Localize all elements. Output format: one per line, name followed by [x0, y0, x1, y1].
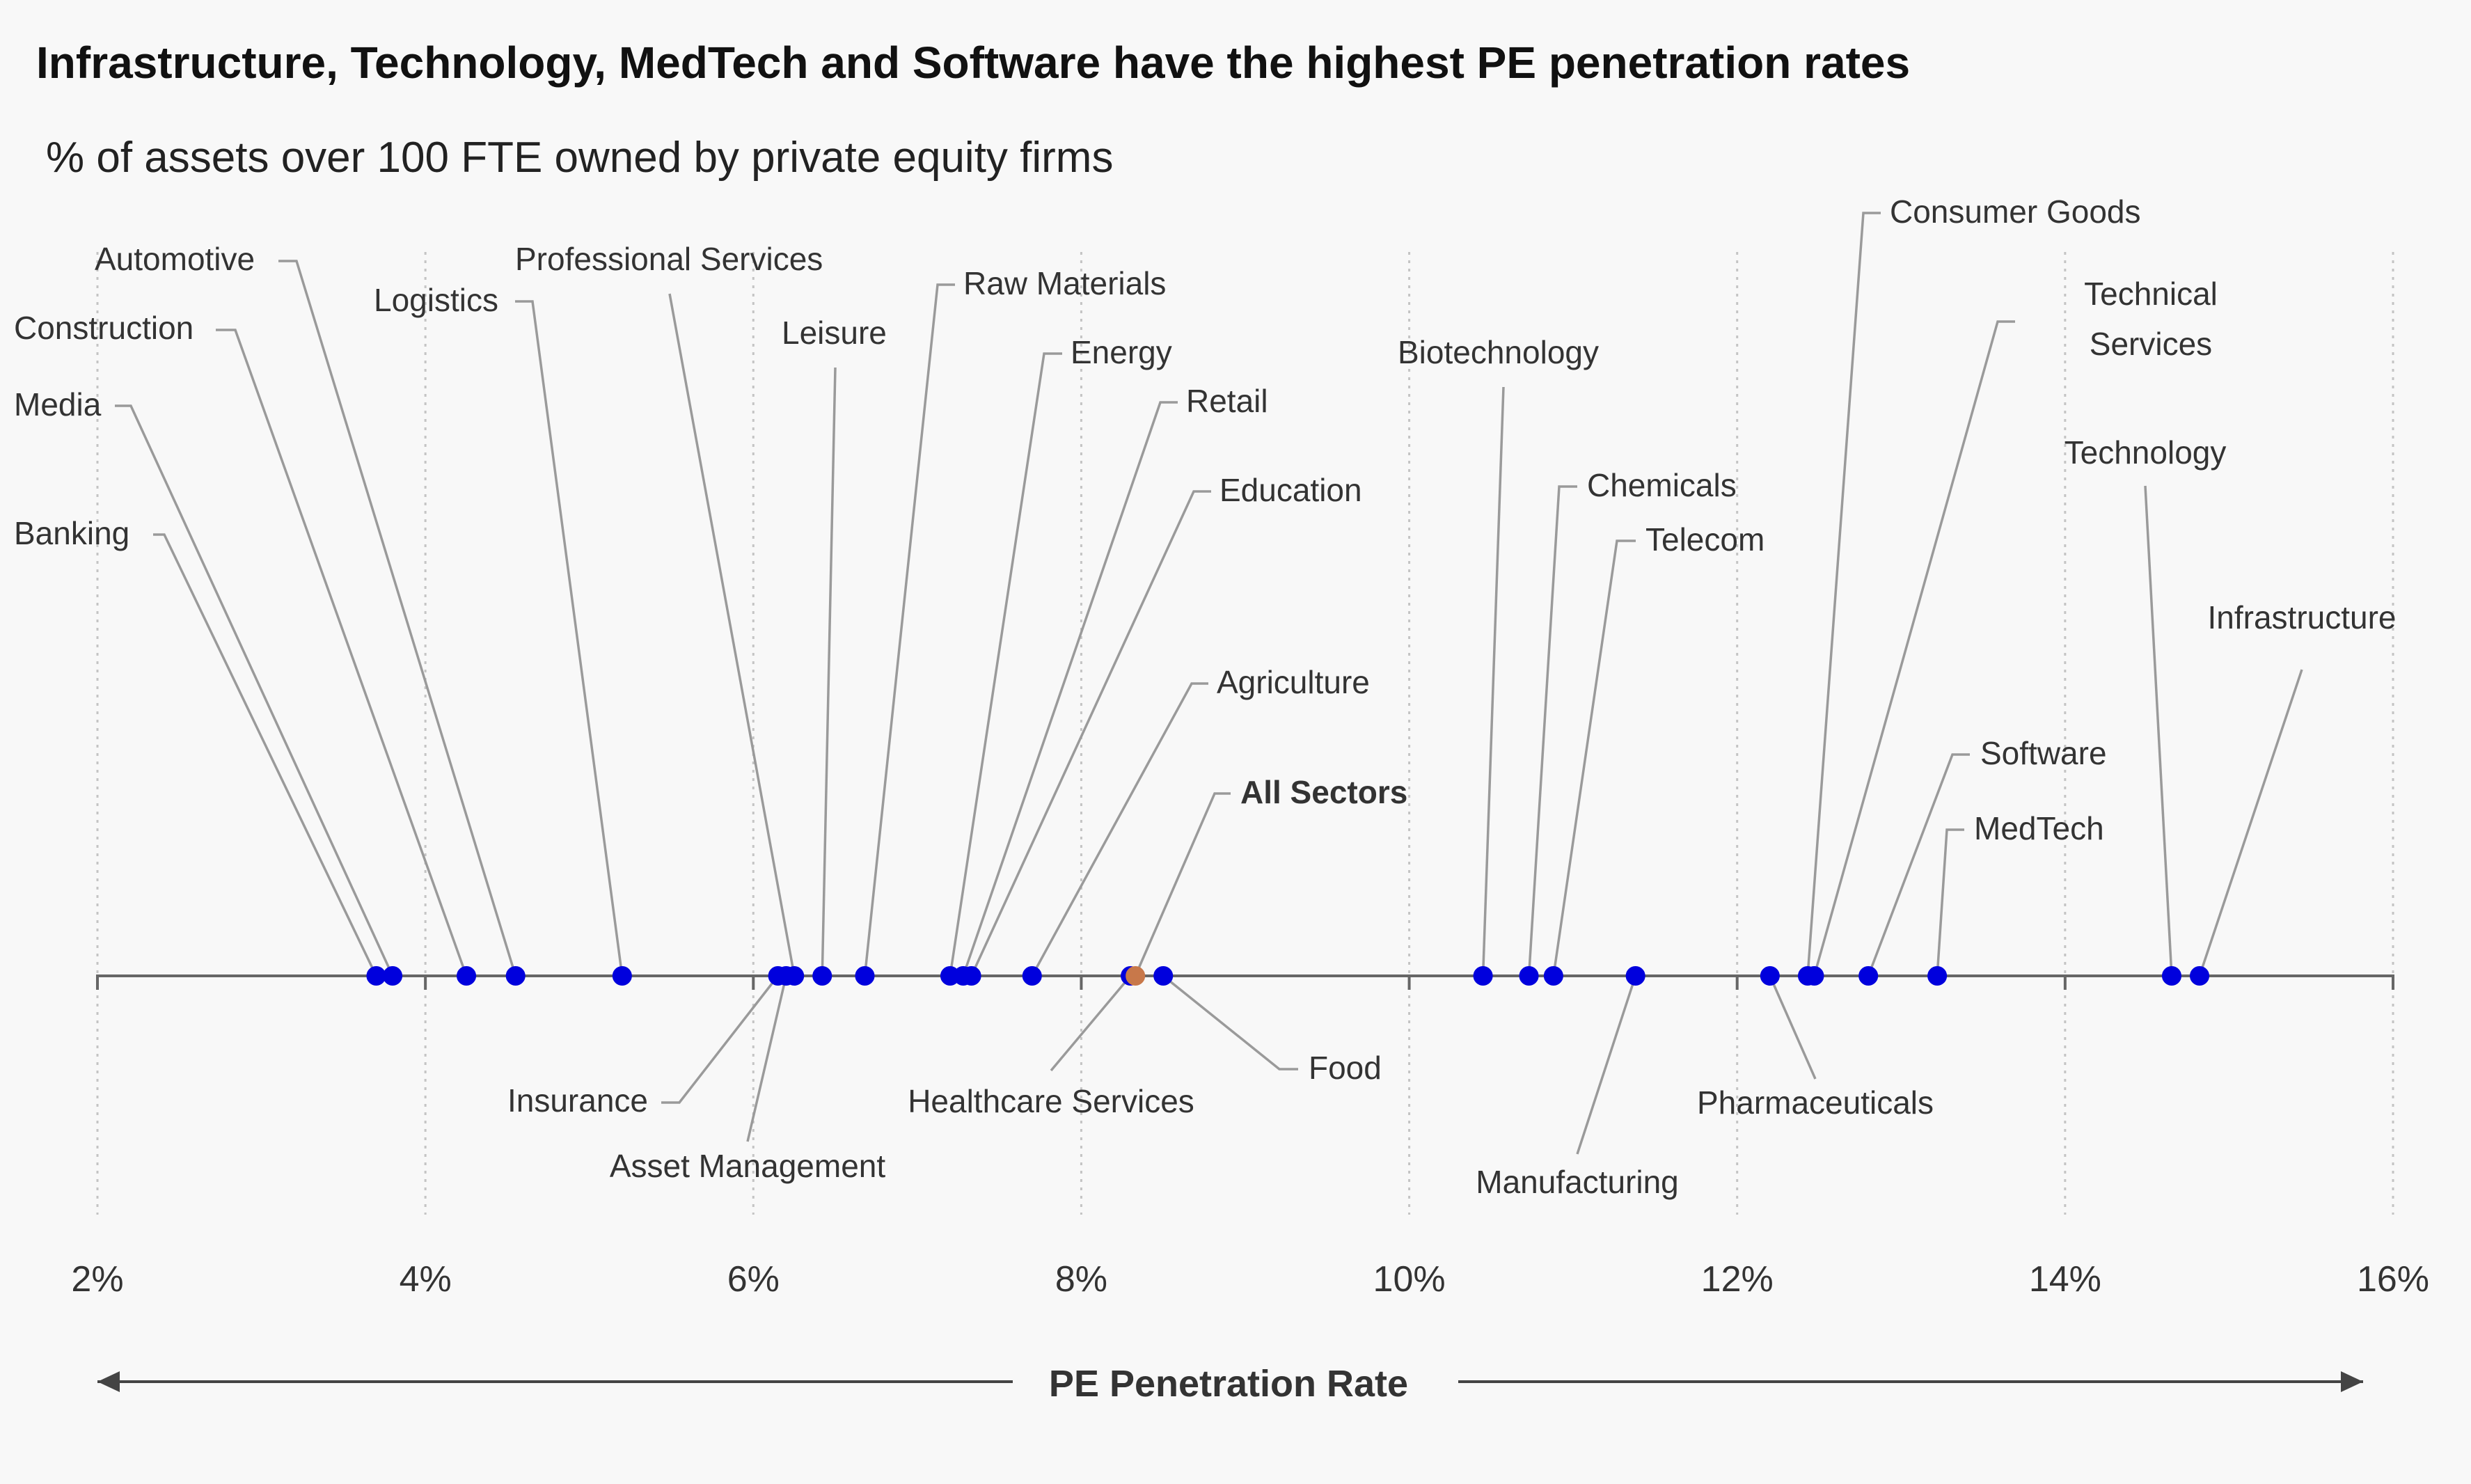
leader-line-technical-services [1813, 320, 2015, 977]
point-label-logistics: Logistics [374, 282, 498, 318]
tick-label-5: 12% [1701, 1259, 1774, 1300]
leader-layer [115, 212, 2303, 1155]
data-point-telecom [1543, 966, 1563, 986]
point-label-agriculture: Agriculture [1217, 664, 1370, 700]
point-label-leisure: Leisure [782, 315, 887, 351]
chart-title: Infrastructure, Technology, MedTech and … [36, 38, 1910, 88]
data-point-agriculture [1022, 966, 1042, 986]
data-point-construction [457, 966, 477, 986]
label-layer: Banking Media Construction Automotive Logist… [14, 194, 2397, 1200]
point-label-manufacturing: Manufacturing [1476, 1164, 1679, 1200]
leader-line-technology [2144, 485, 2173, 977]
point-label-asset-management: Asset Management [610, 1148, 886, 1184]
leader-line-software [1867, 753, 1970, 977]
data-point-raw-materials [855, 966, 875, 986]
tick-label-7: 16% [2357, 1259, 2429, 1300]
data-point-automotive [505, 966, 526, 986]
point-label-education: Education [1219, 472, 1362, 508]
leader-line-all-sectors [1134, 792, 1231, 977]
data-point-technical-services [1804, 966, 1824, 986]
tick-label-0: 2% [71, 1259, 123, 1300]
grid-layer [96, 252, 2394, 1215]
data-point-biotechnology [1473, 966, 1493, 986]
leader-line-medtech [1936, 828, 1964, 977]
leader-line-media [115, 404, 394, 977]
axis-arrowhead-right [2341, 1371, 2363, 1392]
axis-arrowhead-left [97, 1371, 120, 1392]
data-point-logistics [612, 966, 632, 986]
leader-line-energy [949, 352, 1062, 977]
leader-line-insurance [661, 974, 780, 1104]
leader-line-asset-management [746, 975, 788, 1142]
data-point-medtech [1927, 966, 1948, 986]
point-label-automotive: Automotive [95, 241, 255, 277]
leader-line-chemicals [1527, 485, 1577, 977]
point-label-food: Food [1309, 1050, 1382, 1086]
x-axis-title: PE Penetration Rate [1049, 1363, 1408, 1405]
tick-label-6: 14% [2029, 1259, 2101, 1300]
point-label-technical-services: Technical Services [2084, 276, 2218, 362]
leader-line-manufacturing [1576, 975, 1637, 1155]
point-label-chemicals: Chemicals [1587, 467, 1737, 503]
data-point-professional-services [784, 966, 805, 986]
x-axis-title-group: PE Penetration Rate [97, 1363, 2363, 1405]
point-label-insurance: Insurance [507, 1082, 648, 1119]
point-label-energy: Energy [1071, 334, 1172, 370]
leader-line-biotechnology [1481, 386, 1505, 977]
data-point-technology [2161, 966, 2181, 986]
leader-line-telecom [1552, 539, 1636, 977]
point-label-consumer-goods: Consumer Goods [1890, 194, 2141, 230]
leader-line-healthcare-services [1050, 974, 1132, 1072]
tick-label-4: 10% [1373, 1259, 1446, 1300]
point-label-software: Software [1980, 735, 2107, 771]
data-point-all-sectors [1126, 966, 1146, 986]
leader-line-consumer-goods [1806, 212, 1881, 977]
point-label-retail: Retail [1186, 383, 1268, 419]
leader-line-agriculture [1031, 682, 1208, 977]
data-point-leisure [812, 966, 832, 986]
leader-line-banking [153, 533, 378, 977]
point-label-raw-materials: Raw Materials [963, 265, 1166, 301]
point-label-professional-services: Professional Services [515, 241, 823, 277]
tick-label-1: 4% [400, 1259, 452, 1300]
tick-label-2: 6% [727, 1259, 780, 1300]
point-label-construction: Construction [14, 310, 194, 346]
data-point-banking [366, 966, 386, 986]
point-label-technology: Technology [2065, 434, 2227, 471]
leader-line-construction [216, 329, 468, 977]
point-label-telecom: Telecom [1645, 521, 1765, 558]
data-point-software [1858, 966, 1879, 986]
leader-line-infrastructure [2198, 669, 2303, 977]
data-point-education [961, 966, 981, 986]
leader-line-retail [962, 401, 1178, 977]
data-point-chemicals [1519, 966, 1539, 986]
point-label-all-sectors: All Sectors [1240, 774, 1407, 810]
data-point-media [383, 966, 403, 986]
axis-layer: 2% 4% 6% 8% 10% 12% 14% 16% [71, 974, 2429, 1300]
leader-line-education [970, 490, 1211, 977]
point-label-healthcare-services: Healthcare Services [908, 1083, 1194, 1119]
point-label-biotechnology: Biotechnology [1398, 334, 1599, 370]
data-point-infrastructure [2190, 966, 2210, 986]
data-point-food [1153, 966, 1174, 986]
data-point-manufacturing [1625, 966, 1645, 986]
point-label-pharmaceuticals: Pharmaceuticals [1697, 1084, 1934, 1121]
leader-line-leisure [821, 367, 837, 977]
tick-label-3: 8% [1055, 1259, 1107, 1300]
point-label-medtech: MedTech [1974, 810, 2104, 846]
leader-line-raw-materials [863, 283, 955, 977]
chart-subtitle: % of assets over 100 FTE owned by privat… [46, 134, 1113, 182]
data-point-pharmaceuticals [1760, 966, 1780, 986]
leader-line-automotive [278, 260, 517, 977]
point-label-banking: Banking [14, 515, 129, 551]
leader-line-food [1162, 974, 1298, 1071]
leader-line-professional-services [668, 293, 796, 977]
point-label-infrastructure: Infrastructure [2208, 599, 2397, 636]
leader-line-logistics [515, 300, 624, 977]
point-layer [366, 966, 2210, 986]
leader-line-pharmaceuticals [1769, 975, 1817, 1080]
point-label-media: Media [14, 386, 102, 423]
